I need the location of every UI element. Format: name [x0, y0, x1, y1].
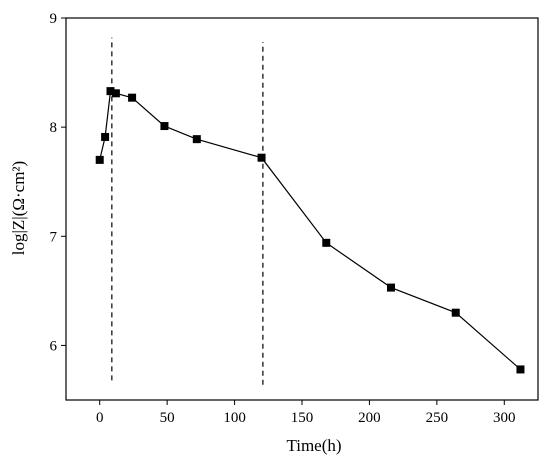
y-tick-label: 8 [50, 120, 58, 136]
data-point [111, 89, 120, 98]
data-point [322, 238, 331, 247]
series-line [99, 90, 521, 370]
data-point [95, 155, 104, 164]
data-point [451, 308, 460, 317]
plot-frame [65, 17, 539, 401]
y-axis-label: log|Z|(Ω·cm²) [9, 161, 28, 255]
y-tick-label: 9 [50, 11, 58, 27]
data-point [106, 87, 115, 96]
x-tick-label: 250 [426, 410, 449, 426]
x-tick-label: 50 [160, 410, 175, 426]
x-tick-label: 200 [358, 410, 381, 426]
x-tick-label: 0 [96, 410, 104, 426]
data-point [128, 93, 137, 102]
x-tick-label: 150 [291, 410, 314, 426]
data-point [516, 365, 525, 374]
y-tick-label: 7 [50, 229, 58, 245]
data-point [257, 153, 266, 162]
x-axis-label: Time(h) [286, 436, 341, 455]
data-point [192, 135, 201, 144]
data-point [160, 122, 169, 131]
x-tick-label: 100 [223, 410, 246, 426]
data-point [101, 132, 110, 141]
x-tick-label: 300 [493, 410, 516, 426]
data-point [387, 283, 396, 292]
y-tick-label: 6 [50, 338, 58, 354]
plot-layer: 0 50 100 150 200 250 300 6 7 8 9 [50, 11, 539, 426]
